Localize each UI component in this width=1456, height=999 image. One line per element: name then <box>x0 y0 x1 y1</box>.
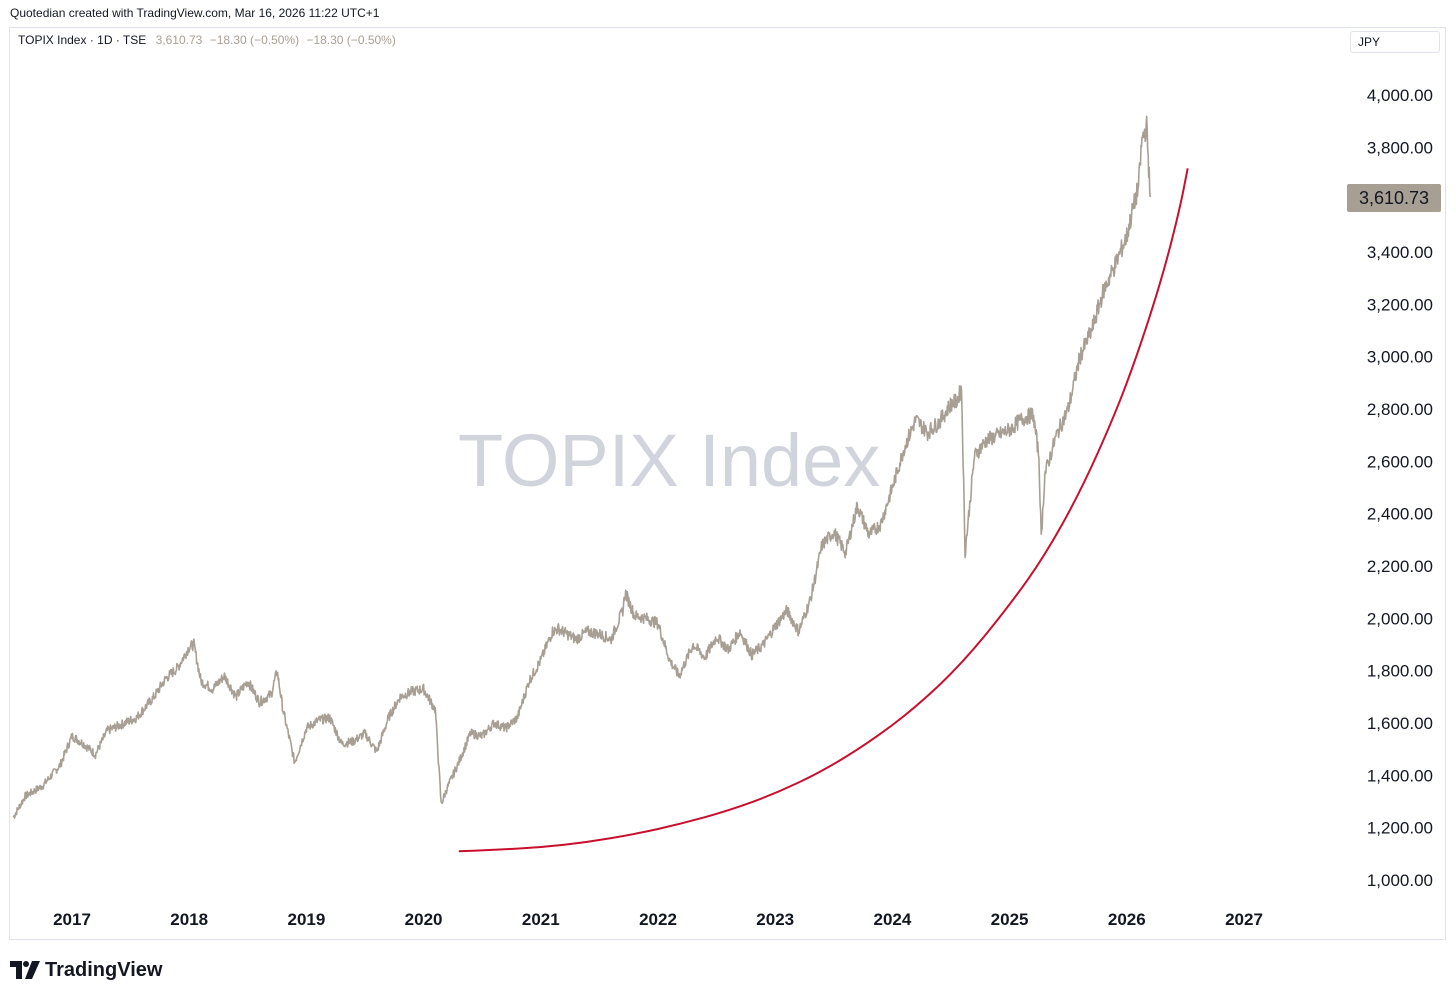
y-tick-label: 1,000.00 <box>1367 871 1433 890</box>
y-tick-label: 3,200.00 <box>1367 295 1433 314</box>
x-tick-label: 2022 <box>639 910 677 929</box>
y-tick-label: 2,800.00 <box>1367 400 1433 419</box>
x-tick-label: 2027 <box>1225 910 1263 929</box>
credit-text: Quotedian created with TradingView.com, … <box>10 6 380 20</box>
currency-selector[interactable]: JPY <box>1350 31 1440 53</box>
y-tick-label: 4,000.00 <box>1367 86 1433 105</box>
y-tick-label: 1,400.00 <box>1367 766 1433 785</box>
x-tick-label: 2021 <box>522 910 560 929</box>
x-tick-label: 2025 <box>991 910 1029 929</box>
y-tick-label: 1,800.00 <box>1367 662 1433 681</box>
tradingview-logo-icon <box>10 961 40 979</box>
legend-symbol: TOPIX Index · 1D · TSE <box>18 33 147 47</box>
x-tick-label: 2018 <box>170 910 208 929</box>
last-price-badge: 3,610.73 <box>1347 184 1441 212</box>
brand-name: TradingView <box>45 958 163 981</box>
y-tick-label: 3,400.00 <box>1367 243 1433 262</box>
x-tick-label: 2024 <box>873 910 911 929</box>
legend-value: 3,610.73 <box>155 33 203 47</box>
chart-frame <box>9 27 1446 940</box>
y-tick-label: 1,600.00 <box>1367 714 1433 733</box>
y-tick-label: 3,800.00 <box>1367 138 1433 157</box>
x-tick-label: 2026 <box>1108 910 1146 929</box>
x-tick-label: 2017 <box>53 910 91 929</box>
x-tick-label: 2019 <box>287 910 325 929</box>
price-series-line <box>12 115 1151 819</box>
legend-change-secondary: −18.30 (−0.50%) <box>306 33 396 47</box>
x-tick-label: 2023 <box>756 910 794 929</box>
legend-change: −18.30 (−0.50%) <box>209 33 300 47</box>
y-tick-label: 1,200.00 <box>1367 819 1433 838</box>
tradingview-brand[interactable]: TradingView <box>10 958 162 982</box>
y-tick-label: 2,200.00 <box>1367 557 1433 576</box>
y-tick-label: 2,000.00 <box>1367 609 1433 628</box>
symbol-watermark: TOPIX Index <box>458 419 881 502</box>
y-tick-label: 2,600.00 <box>1367 452 1433 471</box>
x-tick-label: 2020 <box>405 910 443 929</box>
trend-curve-line <box>458 168 1189 853</box>
y-tick-label: 2,400.00 <box>1367 505 1433 524</box>
y-tick-label: 3,000.00 <box>1367 348 1433 367</box>
chart-legend: TOPIX Index · 1D · TSE 3,610.73 −18.30 (… <box>18 33 396 47</box>
